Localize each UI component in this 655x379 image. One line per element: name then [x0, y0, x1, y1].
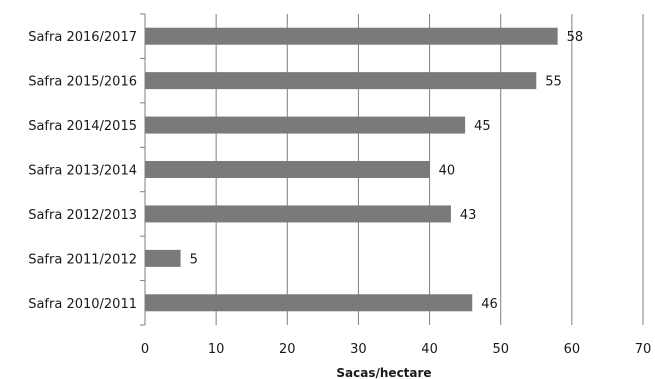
data-label: 55 [545, 75, 562, 90]
data-label: 40 [439, 164, 456, 179]
data-label: 5 [190, 252, 198, 267]
bar [145, 249, 181, 267]
labels: 0 10 20 30 40 50 60 70 Safra 2016/2017 58 Safra 20… [28, 30, 651, 357]
category-label: Safra 2010/2011 [28, 297, 137, 312]
x-tick-label: 60 [564, 342, 581, 357]
bar [145, 294, 473, 312]
category-label: Safra 2016/2017 [28, 30, 137, 45]
category-label: Safra 2011/2012 [28, 252, 137, 267]
category-label: Safra 2015/2016 [28, 75, 137, 90]
data-label: 46 [481, 297, 498, 312]
x-tick-label: 30 [350, 342, 367, 357]
x-axis-title: Sacas/hectare [336, 366, 431, 379]
data-label: 58 [567, 30, 584, 45]
bar [145, 161, 430, 178]
x-tick-label: 40 [421, 342, 438, 357]
data-label: 43 [460, 208, 477, 223]
bar [145, 205, 451, 223]
bar [145, 27, 558, 45]
gridlines [140, 13, 644, 326]
x-tick-label: 0 [141, 342, 149, 357]
x-tick-label: 50 [492, 342, 509, 357]
bars [145, 27, 558, 312]
data-label: 45 [474, 119, 491, 134]
x-tick-label: 70 [635, 342, 652, 357]
bar [145, 116, 466, 134]
x-tick-label: 20 [279, 342, 296, 357]
category-label: Safra 2012/2013 [28, 208, 137, 223]
bar [145, 72, 537, 90]
x-tick-label: 10 [208, 342, 225, 357]
category-label: Safra 2014/2015 [28, 119, 137, 134]
category-label: Safra 2013/2014 [28, 164, 137, 179]
